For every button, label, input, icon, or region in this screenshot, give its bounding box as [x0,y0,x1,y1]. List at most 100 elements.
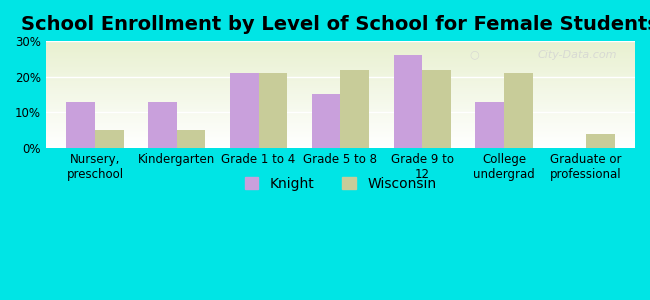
Bar [46,131,635,132]
Bar [46,74,635,75]
Bar [46,86,635,87]
Bar [46,147,635,148]
Bar [46,61,635,62]
Bar [46,58,635,59]
Bar [46,83,635,84]
Bar [46,56,635,57]
Title: School Enrollment by Level of School for Female Students: School Enrollment by Level of School for… [21,15,650,34]
Bar [46,94,635,95]
Bar [177,130,205,148]
Bar [394,55,422,148]
Bar [46,80,635,81]
Bar [46,138,635,139]
Bar [46,139,635,140]
Bar [341,70,369,148]
Text: ○: ○ [469,50,479,60]
Bar [46,101,635,102]
Bar [46,68,635,69]
Bar [230,73,259,148]
Bar [46,114,635,115]
Bar [46,75,635,76]
Bar [46,72,635,73]
Bar [148,102,177,148]
Bar [475,102,504,148]
Bar [46,127,635,128]
Bar [46,116,635,117]
Bar [46,100,635,101]
Bar [46,104,635,105]
Bar [46,71,635,72]
Bar [46,87,635,88]
Bar [46,103,635,104]
Bar [504,73,533,148]
Bar [46,106,635,107]
Bar [46,110,635,112]
Bar [46,79,635,80]
Bar [46,98,635,99]
Bar [46,69,635,70]
Bar [46,144,635,145]
Bar [46,134,635,135]
Bar [46,146,635,147]
Bar [46,82,635,83]
Bar [46,45,635,46]
Bar [46,125,635,127]
Bar [46,41,635,42]
Bar [46,84,635,85]
Bar [46,99,635,100]
Bar [46,70,635,71]
Bar [46,77,635,79]
Bar [46,46,635,47]
Bar [312,94,341,148]
Bar [46,62,635,64]
Bar [46,102,635,103]
Bar [46,90,635,91]
Bar [46,81,635,82]
Bar [46,93,635,94]
Bar [46,124,635,125]
Bar [46,85,635,86]
Bar [46,129,635,130]
Bar [46,53,635,54]
Bar [46,64,635,66]
Bar [46,133,635,134]
Bar [46,136,635,137]
Bar [46,49,635,50]
Text: City-Data.com: City-Data.com [538,50,618,60]
Bar [46,66,635,67]
Bar [46,115,635,116]
Bar [46,118,635,119]
Bar [46,89,635,90]
Bar [46,105,635,106]
Bar [46,59,635,60]
Bar [46,50,635,51]
Bar [46,73,635,74]
Bar [46,92,635,93]
Legend: Knight, Wisconsin: Knight, Wisconsin [239,171,442,196]
Bar [46,132,635,133]
Bar [586,134,614,148]
Bar [46,123,635,124]
Bar [422,70,451,148]
Bar [46,137,635,138]
Bar [46,67,635,68]
Bar [46,120,635,121]
Bar [46,97,635,98]
Bar [46,112,635,114]
Bar [46,95,635,97]
Bar [46,107,635,108]
Bar [46,51,635,52]
Bar [46,140,635,141]
Bar [46,117,635,118]
Bar [46,57,635,58]
Bar [46,42,635,43]
Bar [46,130,635,131]
Bar [46,142,635,144]
Bar [66,102,95,148]
Bar [46,76,635,77]
Bar [46,43,635,44]
Bar [46,108,635,110]
Bar [46,52,635,53]
Bar [46,54,635,55]
Bar [46,91,635,92]
